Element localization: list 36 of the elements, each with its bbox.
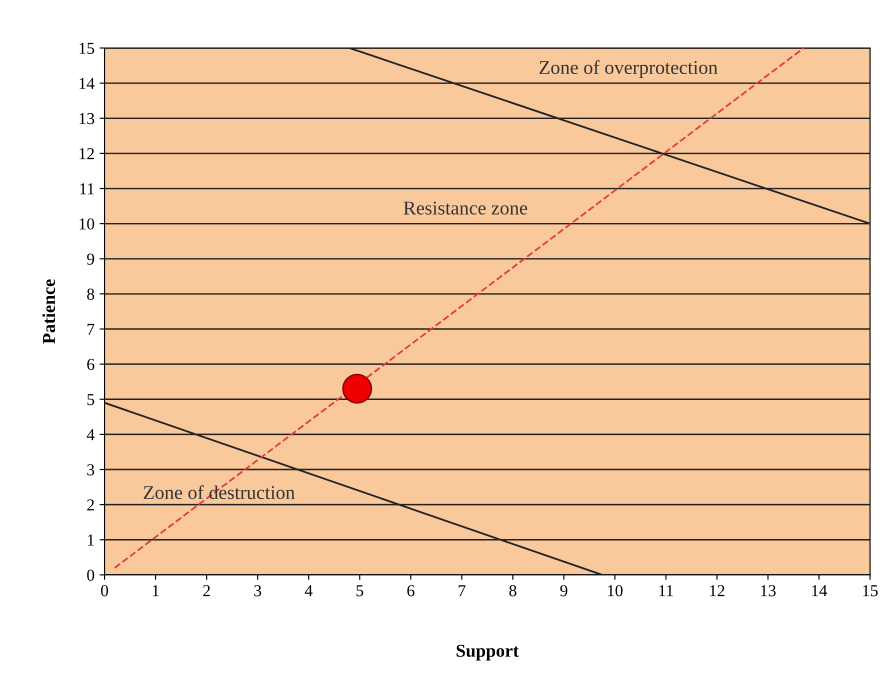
y-tick-label: 15 (80, 42, 94, 54)
y-axis-title: Patience (42, 279, 56, 344)
y-tick-label: 14 (80, 78, 95, 89)
x-tick-label: 3 (254, 585, 262, 596)
y-tick-label: 4 (86, 429, 95, 440)
x-tick-label: 6 (407, 585, 414, 596)
x-tick-label: 2 (203, 585, 210, 596)
y-tick-label: 13 (80, 113, 94, 124)
y-tick-label: 8 (87, 288, 94, 300)
x-tick-label: 15 (863, 585, 878, 596)
y-tick-label: 2 (87, 499, 94, 510)
x-tick-label: 14 (812, 585, 828, 596)
y-tick-label: 10 (80, 218, 94, 230)
x-tick-label: 9 (560, 585, 568, 596)
y-tick-label: 3 (87, 464, 94, 476)
annotation: Zone of overprotection (540, 60, 718, 78)
y-tick-label: 9 (87, 254, 94, 265)
y-tick-label: 1 (88, 534, 94, 546)
x-tick-label: 1 (152, 585, 159, 596)
annotation: Resistance zone (404, 202, 528, 215)
y-tick-label: 0 (87, 570, 94, 581)
x-tick-label: 4 (304, 585, 313, 596)
y-tick-label: 11 (80, 183, 94, 194)
x-tick-label: 13 (761, 585, 776, 596)
x-axis-title: Support (456, 644, 519, 661)
x-tick-label: 12 (710, 585, 724, 596)
y-tick-label: 5 (87, 394, 94, 406)
x-tick-label: 5 (356, 585, 364, 596)
x-tick-label: 11 (659, 585, 673, 596)
x-tick-label: 0 (101, 585, 108, 596)
y-tick-label: 7 (88, 324, 94, 335)
x-tick-label: 7 (458, 585, 466, 596)
x-tick-label: 10 (608, 585, 623, 596)
x-tick-label: 8 (509, 585, 516, 596)
y-tick-label: 12 (80, 148, 94, 160)
y-tick-label: 6 (87, 358, 94, 370)
